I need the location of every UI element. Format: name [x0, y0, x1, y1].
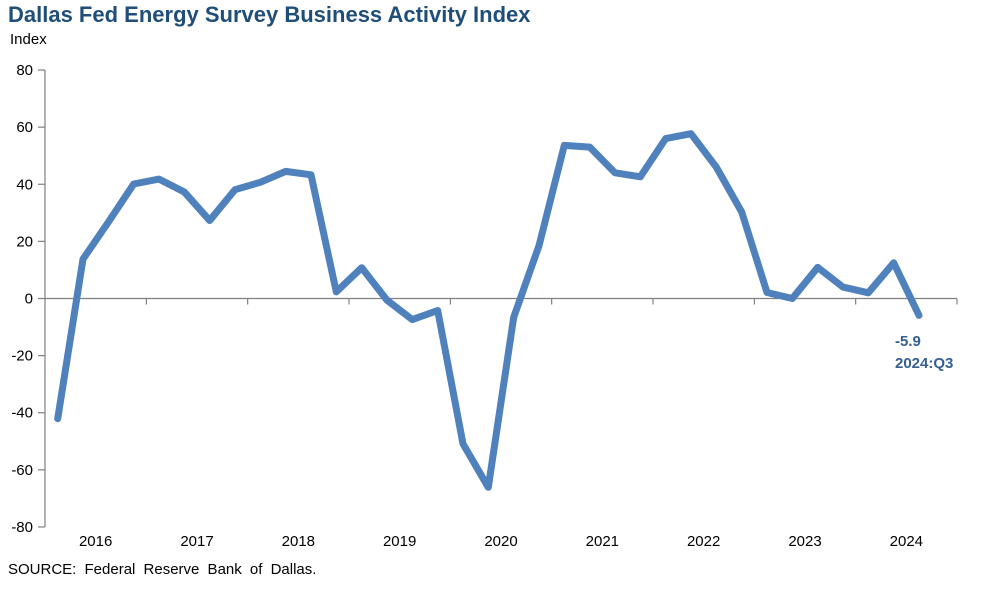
x-year-label: 2018 [282, 533, 315, 550]
y-tick-label: 60 [16, 119, 33, 136]
y-axis-unit-label: Index [10, 31, 47, 48]
y-tick-label: -40 [11, 405, 33, 422]
x-year-label: 2016 [79, 533, 112, 550]
chart-title: Dallas Fed Energy Survey Business Activi… [8, 2, 531, 27]
annotation-period: 2024:Q3 [895, 355, 954, 372]
annotation-value: -5.9 [895, 333, 921, 350]
y-tick-label: -80 [11, 519, 33, 536]
last-point-annotation: -5.9 2024:Q3 [895, 331, 953, 375]
activity-index-line [54, 130, 923, 491]
x-year-label: 2021 [586, 533, 619, 550]
y-tick-label: 20 [16, 233, 33, 250]
y-tick-label: -60 [11, 462, 33, 479]
y-tick-label: -20 [11, 348, 33, 365]
source-note: SOURCE: Federal Reserve Bank of Dallas. [8, 561, 317, 578]
x-year-label: 2023 [788, 533, 821, 550]
x-year-label: 2020 [484, 533, 517, 550]
y-tick-label: 0 [25, 291, 33, 308]
x-year-label: 2024 [890, 533, 923, 550]
y-tick-label: 40 [16, 176, 33, 193]
y-tick-label: 80 [16, 62, 33, 79]
x-year-label: 2022 [687, 533, 720, 550]
x-year-label: 2017 [180, 533, 213, 550]
x-year-label: 2019 [383, 533, 416, 550]
